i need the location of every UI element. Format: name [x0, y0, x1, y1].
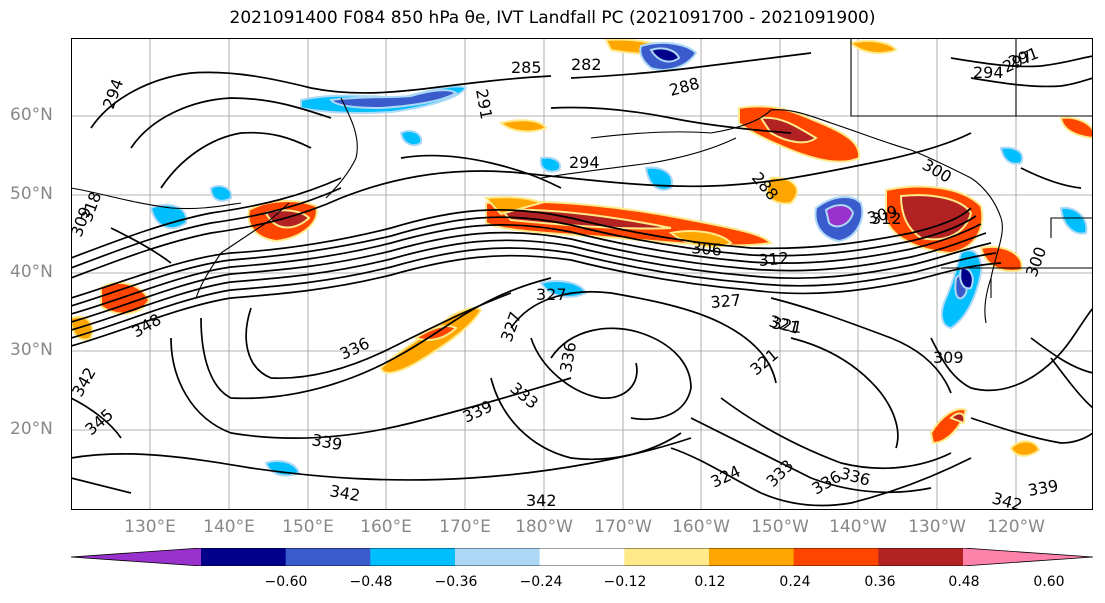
- contour-label: 342: [526, 491, 557, 510]
- coastlines: [71, 38, 1093, 324]
- colorbar-tick-label: 0.36: [864, 574, 896, 590]
- colorbar-tick-label: −0.24: [519, 574, 563, 590]
- colorbar-tick-label: 0.60: [1033, 574, 1065, 590]
- lon-label-130w: 130°W: [908, 517, 966, 537]
- lon-label-170e: 170°E: [439, 517, 491, 537]
- contour-label: 312: [871, 209, 902, 228]
- lon-label-120w: 120°W: [987, 517, 1045, 537]
- lat-label-30n: 30°N: [10, 340, 53, 360]
- alaska-coastline: [590, 109, 1002, 219]
- contour-label: 312: [758, 248, 790, 270]
- contour-label: 309: [933, 348, 964, 367]
- lon-label-150w: 150°W: [751, 517, 809, 537]
- map-title: 2021091400 F084 850 hPa θe, IVT Landfall…: [229, 8, 876, 28]
- lon-label-160e: 160°E: [360, 517, 412, 537]
- colorbar-extend-low: [71, 548, 201, 566]
- colorbar-cell: [709, 548, 795, 566]
- colorbar-extend-high: [963, 548, 1093, 566]
- lat-label-60n: 60°N: [10, 105, 53, 125]
- contour-label: 285: [511, 58, 542, 77]
- colorbar-cell: [878, 548, 964, 566]
- contour-label: 306: [691, 238, 723, 260]
- contour-label: 327: [710, 290, 742, 312]
- lon-label-150e: 150°E: [282, 517, 334, 537]
- colorbar-tick-label: 0.12: [694, 574, 726, 590]
- contour-label: 294: [973, 63, 1004, 82]
- colorbar-tick-label: −0.36: [434, 574, 478, 590]
- lon-label-180w: 180°W: [515, 517, 573, 537]
- lon-label-160w: 160°W: [672, 517, 730, 537]
- lat-label-40n: 40°N: [10, 262, 53, 282]
- colorbar-cell: [539, 548, 625, 566]
- contour-label: 327: [536, 285, 567, 304]
- colorbar-tick-label: 0.48: [948, 574, 980, 590]
- lon-label-140w: 140°W: [829, 517, 887, 537]
- asia-coast: [71, 187, 242, 210]
- colorbar-cell: [455, 548, 541, 566]
- colorbar-tick-label: −0.48: [349, 574, 393, 590]
- colorbar-cell: [201, 548, 287, 566]
- contour-label: 294: [569, 153, 600, 172]
- contour-label: 342: [990, 489, 1024, 510]
- lat-label-20n: 20°N: [10, 419, 53, 439]
- lat-label-50n: 50°N: [10, 184, 53, 204]
- lon-label-140e: 140°E: [203, 517, 255, 537]
- colorbar-tick-label: −0.12: [603, 574, 647, 590]
- negative-anomaly-fills: [149, 41, 1088, 477]
- colorbar-tick-label: 0.24: [779, 574, 811, 590]
- contour-label: 282: [571, 55, 602, 74]
- kamchatka-coast: [325, 97, 358, 199]
- colorbar-cell: [370, 548, 456, 566]
- colorbar-cell: [624, 548, 710, 566]
- colorbar: [71, 548, 1093, 566]
- lon-label-130e: 130°E: [124, 517, 176, 537]
- colorbar-cell: [285, 548, 371, 566]
- colorbar-cell: [793, 548, 879, 566]
- aleutians: [540, 137, 737, 179]
- map-panel: 294 291 285 282 288 294 288 291 294 297 …: [71, 38, 1093, 510]
- bc-canada-box: [850, 38, 1017, 117]
- theta-e-contours: [71, 52, 1093, 507]
- colorbar-tick-label: −0.60: [264, 574, 308, 590]
- lon-label-170w: 170°W: [594, 517, 652, 537]
